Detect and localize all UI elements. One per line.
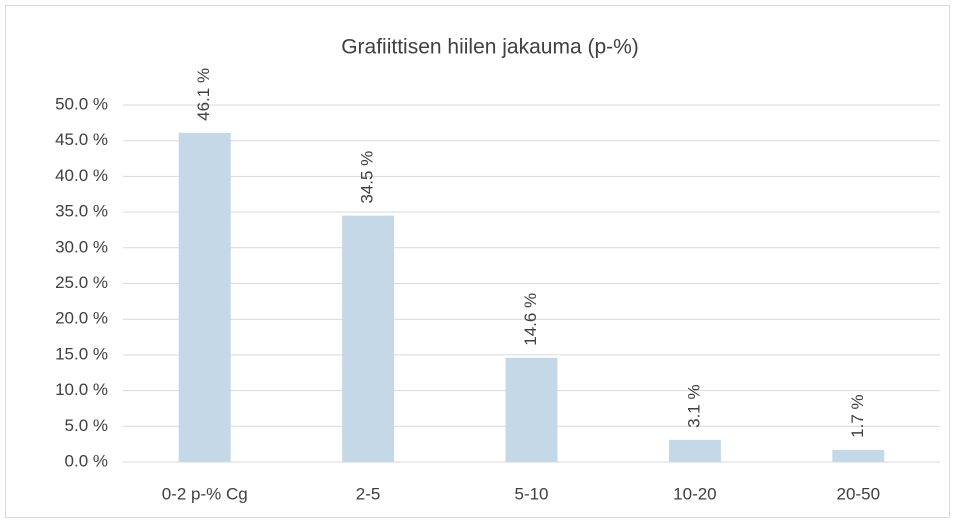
- data-label: 14.6 %: [521, 293, 540, 346]
- y-tick-label: 35.0 %: [55, 202, 108, 221]
- y-tick-label: 30.0 %: [55, 237, 108, 256]
- y-tick-label: 45.0 %: [55, 130, 108, 149]
- data-label: 34.5 %: [358, 151, 377, 204]
- bar: [178, 132, 231, 462]
- x-tick-label: 0-2 p-% Cg: [162, 484, 248, 503]
- y-tick-label: 0.0 %: [65, 451, 108, 470]
- x-tick-label: 5-10: [514, 484, 548, 503]
- y-tick-label: 20.0 %: [55, 309, 108, 328]
- y-tick-label: 50.0 %: [55, 94, 108, 113]
- chart-title: Grafiittisen hiilen jakauma (p-%): [341, 36, 639, 59]
- y-tick-label: 10.0 %: [55, 380, 108, 399]
- data-label: 1.7 %: [848, 394, 867, 437]
- y-tick-label: 40.0 %: [55, 166, 108, 185]
- y-tick-label: 15.0 %: [55, 344, 108, 363]
- bar: [832, 449, 885, 462]
- y-tick-label: 25.0 %: [55, 273, 108, 292]
- bar: [342, 215, 395, 462]
- x-tick-label: 10-20: [673, 484, 716, 503]
- chart-border: [5, 5, 950, 518]
- x-tick-label: 2-5: [356, 484, 381, 503]
- bar: [505, 357, 558, 462]
- data-label: 46.1 %: [194, 68, 213, 121]
- bar: [668, 439, 721, 462]
- y-tick-label: 5.0 %: [65, 416, 108, 435]
- x-tick-label: 20-50: [837, 484, 880, 503]
- data-label: 3.1 %: [684, 384, 703, 427]
